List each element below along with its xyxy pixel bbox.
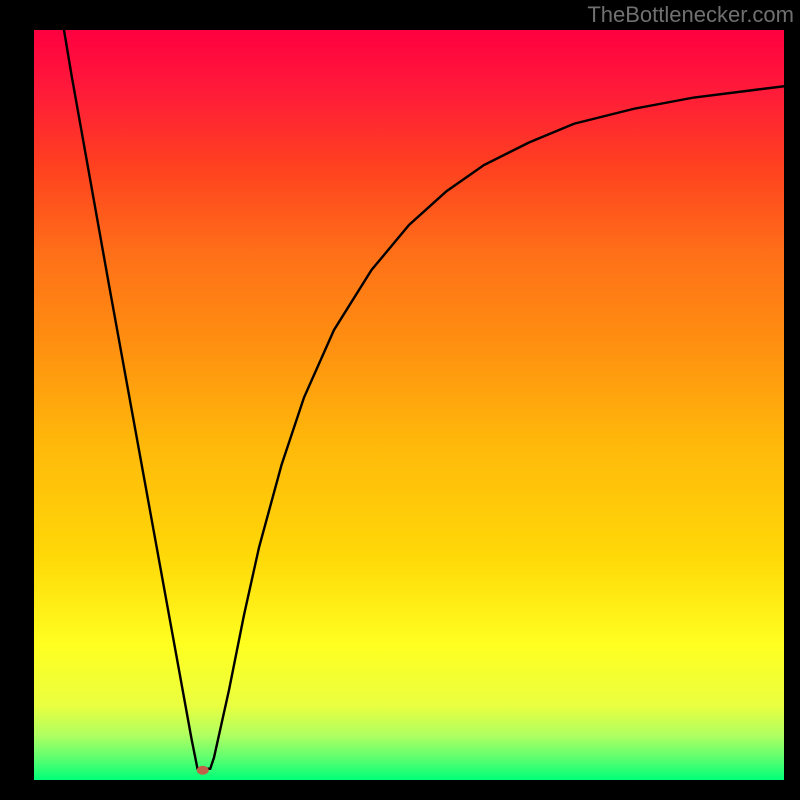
- bottleneck-marker: [197, 766, 209, 775]
- plot-background: [34, 30, 784, 780]
- chart-container: TheBottlenecker.com: [0, 0, 800, 800]
- bottleneck-chart: [0, 0, 800, 800]
- watermark-text: TheBottlenecker.com: [587, 2, 794, 28]
